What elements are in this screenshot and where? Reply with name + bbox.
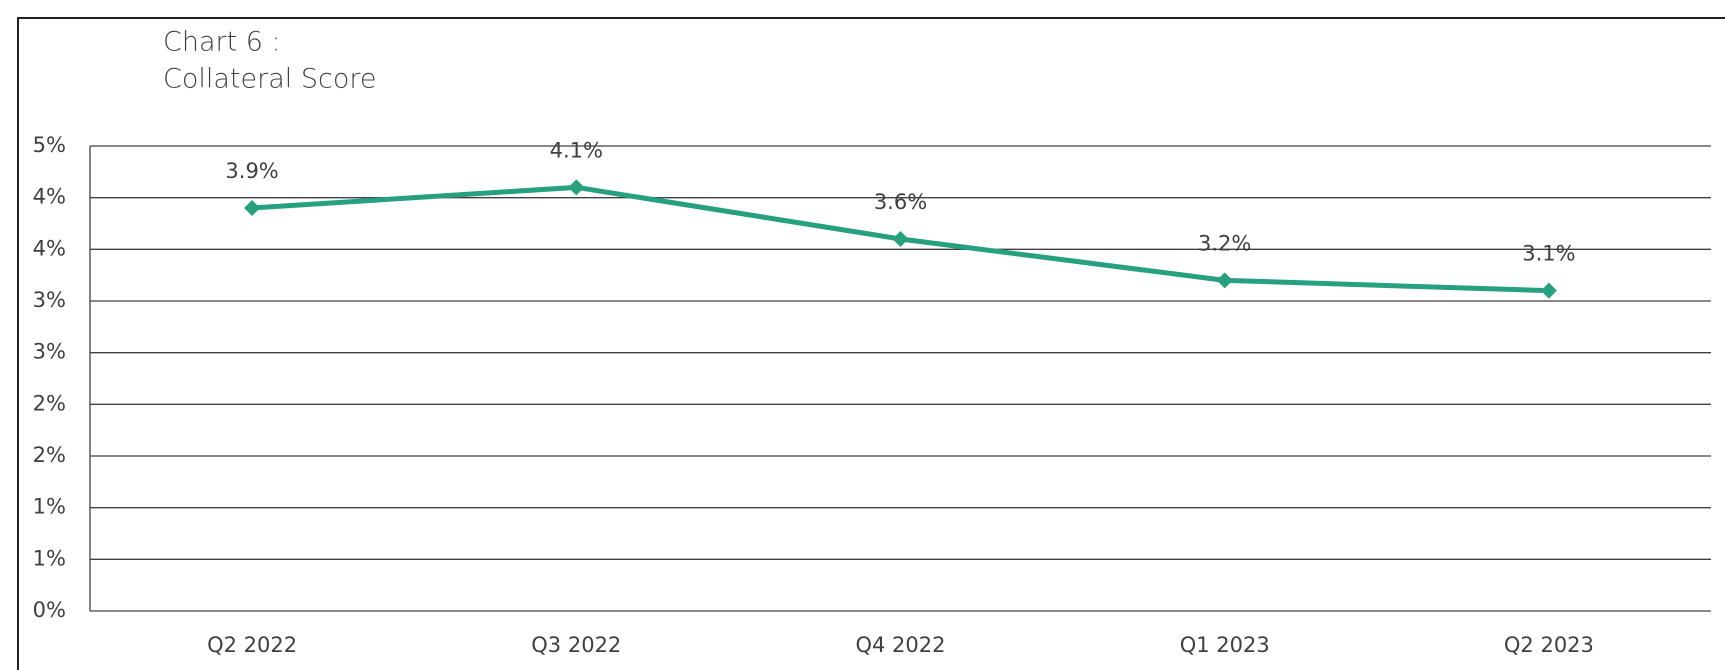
- marker: [244, 200, 261, 216]
- marker: [1540, 282, 1557, 299]
- y-tick-label: 0%: [33, 598, 66, 622]
- data-label: 3.1%: [1522, 242, 1575, 266]
- y-tick-label: 1%: [33, 495, 66, 519]
- x-tick-label: Q2 2022: [207, 633, 297, 657]
- x-tick-label: Q4 2022: [855, 633, 945, 657]
- y-tick-label: 2%: [33, 443, 66, 467]
- chart-title: Chart 6 :: [163, 27, 281, 58]
- data-label: 3.2%: [1198, 231, 1251, 255]
- marker: [892, 231, 909, 247]
- x-tick-label: Q1 2023: [1180, 633, 1270, 657]
- y-tick-label: 4%: [33, 236, 66, 260]
- x-tick-label: Q2 2023: [1504, 633, 1594, 657]
- y-tick-label: 3%: [33, 340, 66, 364]
- data-label: 3.6%: [874, 190, 927, 214]
- x-tick-label: Q3 2022: [531, 633, 621, 657]
- data-label: 3.9%: [225, 159, 278, 183]
- y-tick-label: 5%: [33, 133, 66, 157]
- data-label: 4.1%: [550, 138, 603, 162]
- marker: [568, 179, 585, 196]
- y-tick-label: 4%: [33, 185, 66, 209]
- y-tick-label: 1%: [33, 546, 66, 570]
- marker: [1216, 272, 1233, 289]
- y-tick-label: 2%: [33, 391, 66, 415]
- chart-frame: [17, 17, 1725, 670]
- y-tick-label: 3%: [33, 288, 66, 312]
- chart-subtitle: Collateral Score: [163, 64, 376, 95]
